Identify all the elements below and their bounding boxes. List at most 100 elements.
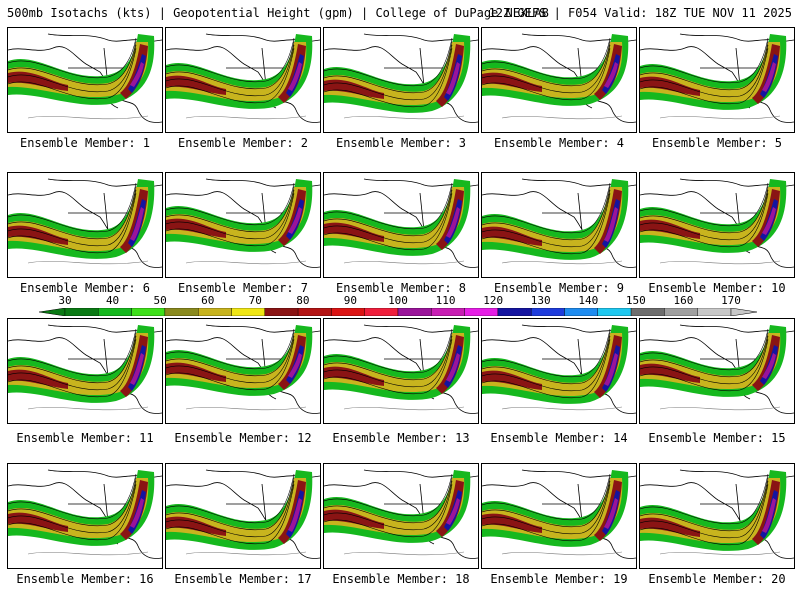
ensemble-member-label: Ensemble Member: 4 (493, 136, 625, 150)
ensemble-map-panel (165, 463, 321, 569)
legend-arrow-left (39, 308, 66, 316)
legend-color-box (331, 308, 365, 316)
ensemble-member-label: Ensemble Member: 12 (174, 431, 312, 445)
isotach-shading (482, 34, 629, 106)
ensemble-map-panel (481, 27, 637, 133)
ensemble-map-panel (639, 27, 795, 133)
legend-tick: 160 (673, 294, 694, 307)
height-contours (324, 473, 465, 556)
jet-stream-map (640, 469, 794, 559)
legend-color-box (664, 308, 698, 316)
isotach-color-scale: 30 40 50 60 70 80 90 100 110 120 130 140 150 160 170 (0, 294, 800, 320)
jet-stream-map (482, 324, 636, 414)
legend-color-box (364, 308, 399, 316)
legend-arrow-right (730, 308, 757, 316)
isotach-shading (8, 179, 155, 259)
jet-stream-map (166, 469, 320, 559)
isotach-shading (482, 179, 629, 260)
ensemble-map-panel (639, 318, 795, 424)
legend-color-box (264, 308, 299, 316)
isotach-shading (324, 179, 471, 256)
ensemble-member-label: Ensemble Member: 6 (19, 281, 151, 295)
ensemble-member-label: Ensemble Member: 1 (19, 136, 151, 150)
ensemble-map-panel (481, 318, 637, 424)
height-contours (482, 473, 623, 556)
legend-color-box (231, 308, 265, 316)
jet-stream-map (324, 33, 478, 123)
ensemble-member-label: Ensemble Member: 16 (16, 572, 154, 586)
legend-tick: 30 (58, 294, 72, 307)
map-title: 500mb Isotachs (kts) | Geopotential Heig… (7, 6, 549, 20)
jet-stream-map (324, 469, 478, 559)
ensemble-map-panel (7, 172, 163, 278)
ensemble-member-label: Ensemble Member: 13 (332, 431, 470, 445)
jet-stream-map (324, 324, 478, 414)
ensemble-member-label: Ensemble Member: 19 (490, 572, 628, 586)
legend-color-box (630, 308, 665, 316)
legend-tick: 80 (296, 294, 310, 307)
height-contours (324, 182, 465, 265)
isotach-shading (166, 325, 313, 396)
isotach-shading (8, 34, 155, 105)
jet-stream-map (640, 178, 794, 268)
ensemble-map-panel (323, 318, 479, 424)
ensemble-member-label: Ensemble Member: 8 (335, 281, 467, 295)
legend-tick: 110 (435, 294, 456, 307)
height-contours (640, 328, 781, 411)
ensemble-member-label: Ensemble Member: 18 (332, 572, 470, 586)
legend-tick: 40 (105, 294, 120, 307)
height-contours (482, 328, 623, 411)
ensemble-map-panel (481, 463, 637, 569)
height-contours (482, 182, 623, 265)
isotach-shading (166, 34, 313, 109)
ensemble-member-label: Ensemble Member: 17 (174, 572, 312, 586)
isotach-shading (166, 470, 313, 550)
ensemble-member-label: Ensemble Member: 5 (651, 136, 783, 150)
height-contours (324, 328, 465, 411)
height-contours (166, 182, 307, 265)
jet-stream-map (324, 178, 478, 268)
ensemble-member-label: Ensemble Member: 9 (493, 281, 625, 295)
height-contours (640, 182, 781, 265)
legend-color-box (64, 308, 99, 316)
ensemble-map-panel (639, 172, 795, 278)
ensemble-map-panel (7, 27, 163, 133)
isotach-shading (640, 179, 787, 253)
isotach-shading (640, 34, 787, 110)
ensemble-member-label: Ensemble Member: 10 (648, 281, 786, 295)
isotach-shading (8, 325, 155, 403)
jet-stream-map (166, 178, 320, 268)
ensemble-map-panel (481, 172, 637, 278)
legend-color-box (497, 308, 532, 316)
legend-color-box (564, 308, 598, 316)
jet-stream-map (482, 469, 636, 559)
legend-tick: 130 (530, 294, 551, 307)
height-contours (8, 182, 149, 265)
ensemble-map-panel (165, 172, 321, 278)
legend-color-box (164, 308, 199, 316)
ensemble-map-panel (7, 318, 163, 424)
isotach-shading (324, 34, 471, 113)
run-valid-time: 12Z GEFS | F054 Valid: 18Z TUE NOV 11 20… (488, 6, 792, 20)
legend-tick: 120 (483, 294, 504, 307)
jet-stream-map (166, 33, 320, 123)
ensemble-map-panel (7, 463, 163, 569)
legend-color-box (697, 308, 732, 316)
ensemble-map-panel (323, 172, 479, 278)
legend-color-box (531, 308, 565, 316)
ensemble-map-panel (165, 27, 321, 133)
jet-stream-map (166, 324, 320, 414)
jet-stream-map (482, 33, 636, 123)
legend-color-box (197, 308, 232, 316)
ensemble-map-panel (323, 27, 479, 133)
isotach-shading (640, 325, 787, 397)
ensemble-map-panel (639, 463, 795, 569)
jet-stream-map (640, 324, 794, 414)
legend-tick: 50 (153, 294, 167, 307)
ensemble-member-label: Ensemble Member: 11 (16, 431, 154, 445)
height-contours (8, 37, 149, 120)
isotach-shading (324, 325, 471, 400)
ensemble-member-label: Ensemble Member: 15 (648, 431, 786, 445)
legend-color-box (397, 308, 432, 316)
legend-color-box (431, 308, 465, 316)
